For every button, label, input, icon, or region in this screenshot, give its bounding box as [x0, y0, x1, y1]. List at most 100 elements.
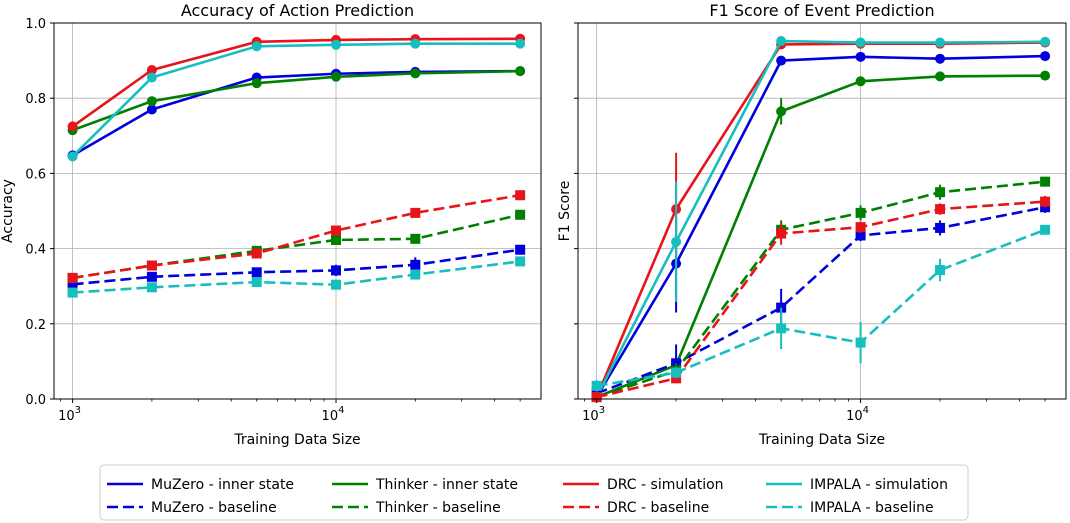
legend-entry-muzero-inner-state: MuZero - inner state [107, 477, 294, 493]
axes-frame [53, 22, 542, 400]
series-line [71, 42, 521, 158]
legend-entry-impala-baseline: IMPALA - baseline [766, 500, 934, 516]
data-point [935, 187, 946, 198]
legend-entry-thinker-inner-state: Thinker - inner state [332, 477, 518, 493]
x-tick-label: 103 [58, 405, 81, 424]
data-point [251, 277, 262, 288]
legend-entry-impala-simulation: IMPALA - simulation [766, 477, 948, 493]
data-point [331, 234, 342, 245]
axes-frame [577, 22, 1067, 400]
series-line [595, 54, 1046, 398]
data-point [855, 337, 866, 348]
legend-entry-drc-baseline: DRC - baseline [563, 500, 709, 516]
data-point [1040, 70, 1051, 81]
data-point [67, 287, 78, 298]
legend-label: IMPALA - simulation [810, 477, 948, 493]
data-point [671, 367, 682, 378]
series-line [596, 200, 1046, 399]
data-point [776, 55, 787, 66]
x-tick-exponent: 3 [599, 405, 605, 416]
chart-title: Accuracy of Action Prediction [181, 1, 414, 20]
legend-label: MuZero - inner state [151, 477, 294, 493]
data-point [67, 272, 78, 283]
data-point [146, 96, 157, 107]
data-point [410, 38, 421, 49]
data-point [410, 68, 421, 79]
x-axis-label: Training Data Size [233, 432, 360, 448]
data-point [331, 265, 342, 276]
data-point [855, 51, 866, 62]
data-point [1040, 224, 1051, 235]
data-point [776, 106, 787, 117]
series-drc-baseline [67, 190, 526, 283]
data-point [1040, 196, 1051, 207]
data-point [410, 207, 421, 218]
data-point [146, 260, 157, 271]
x-tick-base: 10 [846, 409, 863, 424]
data-point [1040, 51, 1051, 62]
series-impala-simulation [67, 38, 526, 162]
y-tick-label: 0.6 [25, 167, 46, 182]
data-point [251, 78, 262, 89]
series-muzero-baseline [591, 201, 1051, 399]
data-point [776, 36, 787, 47]
data-point [935, 204, 946, 215]
legend-frame [99, 464, 969, 521]
series-line [596, 228, 1046, 388]
x-tick-base: 10 [582, 409, 599, 424]
y-tick-label: 0.0 [25, 393, 46, 408]
data-point [515, 66, 526, 77]
data-point [410, 233, 421, 244]
y-tick-label: 0.2 [25, 318, 46, 333]
x-tick-exponent: 4 [338, 405, 344, 416]
legend-entry-muzero-baseline: MuZero - baseline [107, 500, 277, 516]
legend-label: Thinker - baseline [375, 500, 501, 516]
data-point [1040, 176, 1051, 187]
x-tick-label: 104 [846, 405, 869, 424]
data-point [67, 121, 78, 132]
legend-entry-thinker-baseline: Thinker - baseline [332, 500, 501, 516]
data-point [146, 282, 157, 293]
series-line [596, 180, 1046, 399]
data-point [855, 222, 866, 233]
legend: MuZero - inner state Thinker - inner stat… [99, 464, 969, 521]
data-point [146, 271, 157, 282]
series-line [71, 37, 521, 128]
y-tick-label: 0.8 [25, 92, 46, 107]
data-point [146, 72, 157, 83]
data-point [671, 236, 682, 247]
y-axis-label: F1 Score [557, 181, 573, 242]
data-point [331, 71, 342, 82]
data-point [515, 38, 526, 49]
x-tick-exponent: 4 [863, 405, 869, 416]
data-point [515, 244, 526, 255]
data-point [410, 259, 421, 270]
data-point [251, 41, 262, 52]
data-point [935, 37, 946, 48]
legend-label: MuZero - baseline [151, 500, 277, 516]
series-line [596, 74, 1046, 399]
chart-title: F1 Score of Event Prediction [709, 1, 934, 20]
x-tick-exponent: 3 [75, 405, 81, 416]
data-point [776, 323, 787, 334]
data-point [410, 269, 421, 280]
data-point [331, 225, 342, 236]
series-line [72, 193, 521, 280]
legend-label: Thinker - inner state [375, 477, 518, 493]
series-line [71, 69, 521, 157]
data-point [67, 279, 78, 290]
y-tick-label: 0.4 [25, 243, 46, 258]
series-impala-baseline [591, 224, 1051, 392]
data-point [935, 71, 946, 82]
data-point [515, 256, 526, 267]
series-line [595, 39, 1046, 398]
x-tick-base: 10 [322, 409, 339, 424]
data-point [331, 39, 342, 50]
series-impala-baseline [67, 256, 526, 298]
data-point [331, 279, 342, 290]
data-point [591, 380, 602, 391]
data-point [855, 76, 866, 87]
data-point [855, 230, 866, 241]
